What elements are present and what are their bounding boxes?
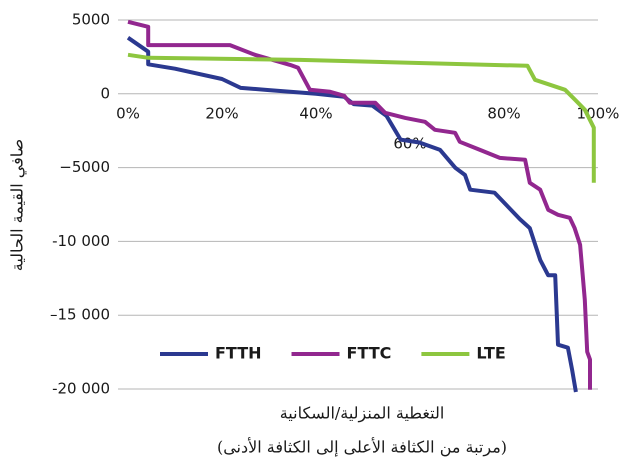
legend-item: FTTC <box>291 344 392 363</box>
legend-label: FTTH <box>215 344 262 363</box>
y-axis-title: صافي القيمة الحالية <box>8 139 27 272</box>
y-tick-label: –15 000 <box>50 306 110 324</box>
x-tick-label: 80% <box>487 104 520 122</box>
y-tick-label: -10 000 <box>52 232 110 250</box>
y-tick-label: 0 <box>100 84 110 102</box>
y-tick-label: -20 000 <box>52 380 110 398</box>
series-line <box>126 36 578 393</box>
legend-label: LTE <box>476 344 505 363</box>
y-tick-label: 5000 <box>72 11 110 29</box>
x-tick-label: 40% <box>299 104 332 122</box>
x-axis-title: التغطية المنزلية/السكانية <box>280 404 445 423</box>
legend-item: LTE <box>421 344 506 363</box>
x-tick-label: 0% <box>116 104 140 122</box>
series-line <box>127 19 592 390</box>
legend-label: FTTC <box>347 344 392 363</box>
y-tick-label: −5000 <box>59 158 110 176</box>
series-line <box>127 52 596 183</box>
x-axis-subtitle: (مرتبة من الكثافة الأعلى إلى الكثافة الأ… <box>217 438 507 457</box>
legend-item: FTTH <box>160 344 262 363</box>
x-tick-label: 20% <box>205 104 238 122</box>
